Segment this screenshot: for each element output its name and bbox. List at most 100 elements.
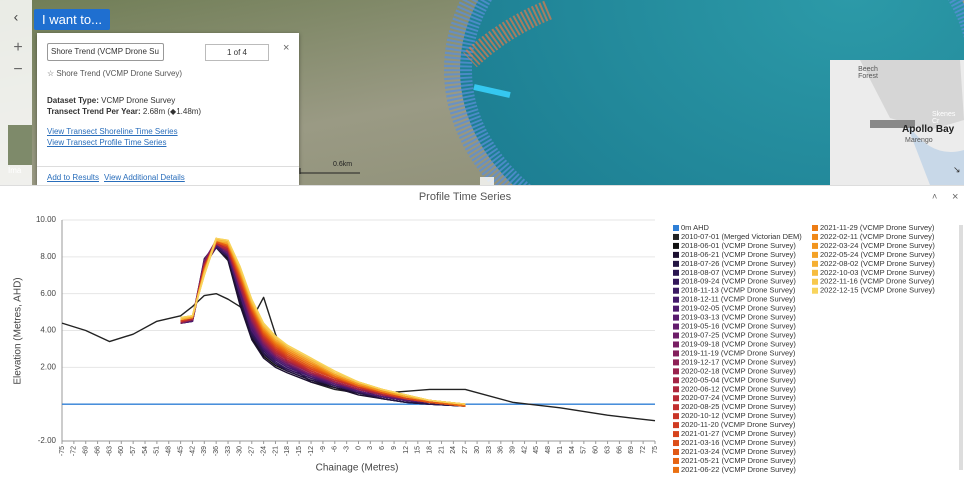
legend-swatch[interactable] bbox=[673, 315, 679, 321]
legend-swatch[interactable] bbox=[673, 270, 679, 276]
legend-label: 2021-11-29 (VCMP Drone Survey) bbox=[820, 223, 935, 232]
legend-swatch[interactable] bbox=[673, 395, 679, 401]
x-tick-label: -3 bbox=[343, 446, 350, 452]
legend-label: 2018-12-11 (VCMP Drone Survey) bbox=[681, 295, 796, 304]
svg-text:−: − bbox=[13, 61, 22, 78]
x-tick-label: -51 bbox=[154, 446, 161, 456]
legend-swatch[interactable] bbox=[812, 279, 818, 285]
legend-swatch[interactable] bbox=[812, 261, 818, 267]
x-tick-label: 72 bbox=[640, 446, 647, 454]
legend-swatch[interactable] bbox=[673, 234, 679, 240]
legend-swatch[interactable] bbox=[673, 404, 679, 410]
close-button[interactable]: × bbox=[283, 42, 289, 54]
x-tick-label: 21 bbox=[438, 446, 445, 454]
legend-swatch[interactable] bbox=[673, 431, 679, 437]
link[interactable]: View Transect Shoreline Time Series bbox=[47, 127, 178, 136]
link[interactable]: Add to Results bbox=[47, 173, 99, 182]
legend-swatch[interactable] bbox=[812, 288, 818, 294]
x-tick-label: -48 bbox=[166, 446, 173, 456]
legend-swatch[interactable] bbox=[812, 234, 818, 240]
legend-swatch[interactable] bbox=[812, 225, 818, 231]
legend-swatch[interactable] bbox=[673, 422, 679, 428]
legend-label: 2018-06-01 (VCMP Drone Survey) bbox=[681, 241, 796, 250]
legend-swatch[interactable] bbox=[812, 252, 818, 258]
svg-text:‹: ‹ bbox=[14, 9, 19, 25]
y-tick-label: -2.00 bbox=[38, 436, 57, 445]
legend-label: 2021-03-16 (VCMP Drone Survey) bbox=[681, 438, 796, 447]
i-want-to-button[interactable]: I want to... bbox=[34, 9, 110, 30]
legend-label: 2020-11-20 (VCMP Drone Survey) bbox=[681, 420, 796, 429]
map-label: Marengo bbox=[905, 137, 933, 144]
legend-swatch[interactable] bbox=[673, 467, 679, 473]
series-line bbox=[181, 248, 466, 406]
scale-label: 0.6km bbox=[333, 161, 352, 168]
x-tick-label: -30 bbox=[237, 446, 244, 456]
legend-label: 2022-05-24 (VCMP Drone Survey) bbox=[820, 250, 935, 259]
legend-swatch[interactable] bbox=[673, 449, 679, 455]
legend-swatch[interactable] bbox=[673, 350, 679, 356]
x-tick-label: 66 bbox=[616, 446, 623, 454]
legend-swatch[interactable] bbox=[673, 243, 679, 249]
x-tick-label: 33 bbox=[486, 446, 493, 454]
x-tick-label: -72 bbox=[71, 446, 78, 456]
legend-swatch[interactable] bbox=[673, 368, 679, 374]
x-tick-label: 75 bbox=[652, 446, 659, 454]
x-tick-label: -60 bbox=[118, 446, 125, 456]
layer-select[interactable]: Shore Trend (VCMP Drone Su bbox=[47, 43, 164, 61]
legend-swatch[interactable] bbox=[673, 440, 679, 446]
legend-label: 2022-03-24 (VCMP Drone Survey) bbox=[820, 241, 935, 250]
legend-label: 0m AHD bbox=[681, 223, 710, 232]
legend-swatch[interactable] bbox=[673, 288, 679, 294]
legend-swatch[interactable] bbox=[673, 341, 679, 347]
x-tick-label: 42 bbox=[521, 446, 528, 454]
legend-swatch[interactable] bbox=[812, 270, 818, 276]
y-axis-title: Elevation (Metres, AHD) bbox=[13, 277, 24, 384]
series-line bbox=[62, 294, 655, 421]
legend-label: 2020-06-12 (VCMP Drone Survey) bbox=[681, 384, 796, 393]
legend-label: 2010-07-01 (Merged Victorian DEM) bbox=[681, 232, 802, 241]
legend-swatch[interactable] bbox=[673, 324, 679, 330]
legend-label: 2019-11-19 (VCMP Drone Survey) bbox=[681, 348, 796, 357]
series-line bbox=[181, 244, 466, 406]
legend-label: 2019-12-17 (VCMP Drone Survey) bbox=[681, 357, 796, 366]
legend-swatch[interactable] bbox=[673, 377, 679, 383]
x-tick-label: 15 bbox=[415, 446, 422, 454]
x-tick-label: -9 bbox=[320, 446, 327, 452]
pager[interactable]: 1 of 4 bbox=[205, 44, 269, 61]
popup-heading: ☆ Shore Trend (VCMP Drone Survey) bbox=[47, 69, 182, 78]
scrollbar[interactable] bbox=[959, 225, 963, 470]
legend-swatch[interactable] bbox=[673, 359, 679, 365]
y-tick-label: 8.00 bbox=[40, 252, 56, 261]
legend-label: 2018-07-26 (VCMP Drone Survey) bbox=[681, 259, 796, 268]
legend-swatch[interactable] bbox=[673, 458, 679, 464]
x-tick-label: -21 bbox=[272, 446, 279, 456]
x-tick-label: 3 bbox=[367, 446, 374, 450]
collapse-button[interactable]: ˄ bbox=[932, 191, 937, 201]
y-tick-label: 6.00 bbox=[40, 289, 56, 298]
legend-label: 2021-06-22 (VCMP Drone Survey) bbox=[681, 465, 796, 474]
close-button[interactable]: × bbox=[952, 191, 958, 203]
x-tick-label: 24 bbox=[450, 446, 457, 454]
legend-swatch[interactable] bbox=[673, 261, 679, 267]
legend-swatch[interactable] bbox=[812, 243, 818, 249]
legend-swatch[interactable] bbox=[673, 413, 679, 419]
link[interactable]: View Additional Details bbox=[104, 173, 185, 182]
legend-swatch[interactable] bbox=[673, 386, 679, 392]
x-tick-label: -45 bbox=[177, 446, 184, 456]
x-tick-label: 51 bbox=[557, 446, 564, 454]
imagery-tab[interactable]: Ima bbox=[8, 166, 21, 175]
x-tick-label: 9 bbox=[391, 446, 398, 450]
link[interactable]: View Transect Profile Time Series bbox=[47, 138, 166, 147]
x-tick-label: 63 bbox=[604, 446, 611, 454]
legend-swatch[interactable] bbox=[673, 297, 679, 303]
legend-swatch[interactable] bbox=[673, 333, 679, 339]
x-tick-label: -24 bbox=[260, 446, 267, 456]
x-tick-label: 54 bbox=[569, 446, 576, 454]
legend-swatch[interactable] bbox=[673, 279, 679, 285]
legend-swatch[interactable] bbox=[673, 306, 679, 312]
legend-swatch[interactable] bbox=[673, 225, 679, 231]
legend-label: 2022-10-03 (VCMP Drone Survey) bbox=[820, 268, 935, 277]
legend-swatch[interactable] bbox=[673, 252, 679, 258]
field-label: Dataset Type: bbox=[47, 96, 99, 105]
field-value: VCMP Drone Survey bbox=[101, 96, 175, 105]
